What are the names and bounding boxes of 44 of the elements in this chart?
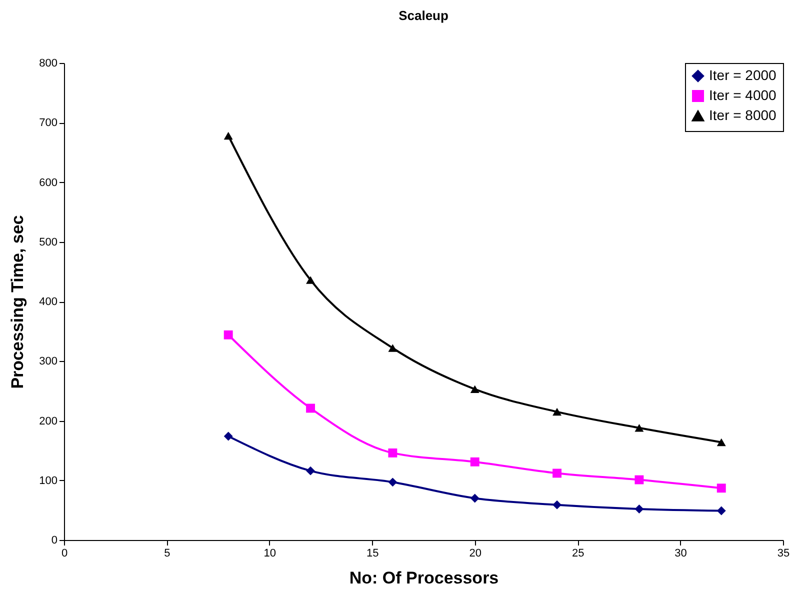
y-tick-label: 600 (39, 176, 58, 189)
point (716, 438, 726, 446)
y-tick-label: 500 (39, 236, 58, 248)
point (634, 424, 644, 432)
x-tick-label: 20 (469, 548, 482, 560)
point (634, 475, 644, 484)
y-tick-label: 700 (39, 117, 58, 130)
point (224, 132, 233, 140)
point (388, 478, 398, 487)
x-tick-label: 35 (777, 548, 790, 560)
y-tick-label: 200 (39, 415, 58, 428)
x-tick-label: 30 (674, 548, 687, 560)
y-tick-label: 800 (39, 58, 58, 70)
y-tick-label: 300 (39, 356, 58, 368)
point (306, 466, 315, 476)
point (306, 404, 315, 413)
y-tick-label: 100 (39, 474, 58, 487)
x-tick-label: 0 (61, 548, 68, 560)
legend-label: Iter = 8000 (709, 107, 777, 123)
legend-label: Iter = 4000 (709, 87, 777, 103)
point (552, 500, 562, 510)
x-axis-title: No: Of Processors (349, 568, 499, 588)
point (306, 276, 315, 284)
point (552, 468, 562, 478)
point (224, 330, 233, 340)
chart-title: Scaleup (398, 8, 448, 23)
point (716, 506, 726, 516)
x-tick-label: 15 (366, 548, 379, 560)
point (388, 448, 398, 458)
x-tick-label: 10 (264, 548, 276, 560)
y-axis-title: Processing Time, sec (8, 215, 28, 389)
y-tick-label: 0 (51, 534, 58, 546)
point (552, 408, 562, 416)
point (470, 457, 480, 466)
point (388, 344, 398, 352)
point (470, 494, 480, 503)
point (470, 385, 480, 394)
x-tick-label: 25 (572, 548, 584, 560)
point (224, 432, 233, 441)
point (716, 484, 726, 493)
point (634, 504, 644, 514)
legend-label: Iter = 2000 (709, 67, 777, 83)
x-tick-label: 5 (164, 548, 170, 560)
y-tick-label: 400 (39, 296, 58, 308)
